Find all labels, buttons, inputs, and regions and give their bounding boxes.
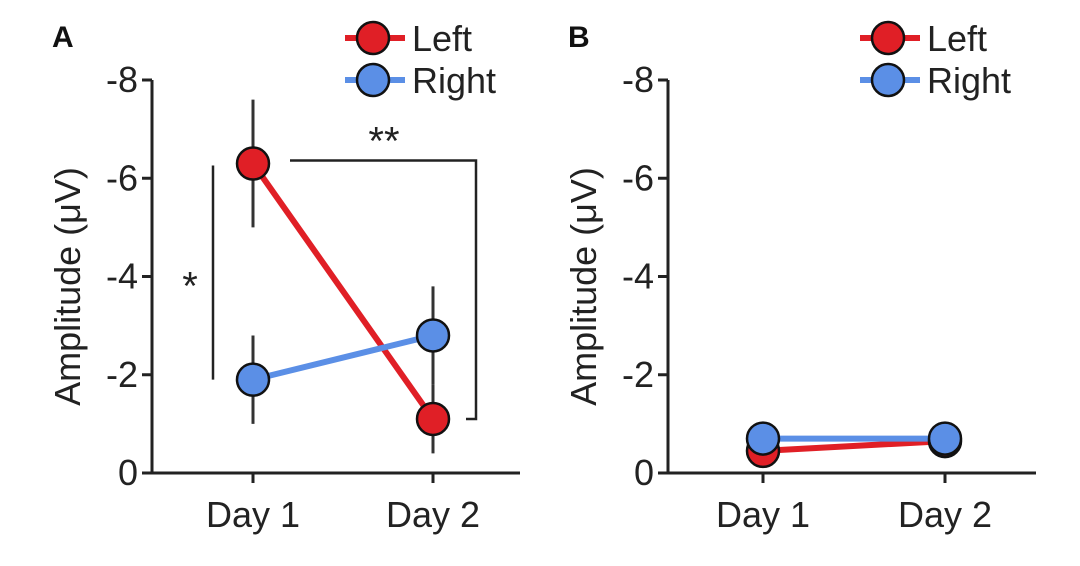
y-tick-label: 0 xyxy=(118,452,138,493)
legend-marker-left xyxy=(355,20,391,56)
data-point-right xyxy=(927,421,963,456)
y-tick-label: -2 xyxy=(622,354,654,395)
panel-letter: B xyxy=(568,21,590,54)
legend-label: Left xyxy=(412,18,472,59)
y-axis-title: Amplitude (μV) xyxy=(563,167,604,406)
x-tick-label: Day 1 xyxy=(716,494,810,535)
data-point-left xyxy=(235,146,271,181)
x-tick-label: Day 1 xyxy=(206,494,300,535)
y-tick-label: -4 xyxy=(622,256,654,297)
panel-letter: A xyxy=(52,21,74,54)
legend-label: Left xyxy=(927,18,987,59)
legend-label: Right xyxy=(927,60,1011,101)
x-tick-label: Day 2 xyxy=(898,494,992,535)
y-tick-label: -8 xyxy=(622,59,654,100)
y-tick-label: -2 xyxy=(106,354,138,395)
y-tick-label: -6 xyxy=(622,157,654,198)
y-axis-title: Amplitude (μV) xyxy=(47,167,88,406)
significance-marker: ** xyxy=(368,120,399,164)
legend-marker-right xyxy=(870,62,906,98)
data-point-right xyxy=(415,318,451,353)
data-point-left xyxy=(415,401,451,437)
chart-panel-b: B 0 -2 -4 -6 -8 Day 1 Day 2 Amplitude (μV) LeftRi… xyxy=(563,18,1036,535)
series-line-left xyxy=(250,161,436,421)
legend-marker-left xyxy=(870,20,906,56)
y-tick-label: -6 xyxy=(106,157,138,198)
legend-label: Right xyxy=(412,60,496,101)
data-point-right xyxy=(235,362,271,397)
y-tick-label: -8 xyxy=(106,59,138,100)
y-tick-label: 0 xyxy=(634,452,654,493)
significance-marker: * xyxy=(182,265,198,309)
data-point-right xyxy=(745,421,781,456)
significance-bracket xyxy=(290,159,478,421)
series-line-right xyxy=(252,332,434,383)
y-tick-label: -4 xyxy=(106,256,138,297)
x-tick-label: Day 2 xyxy=(386,494,480,535)
legend-marker-right xyxy=(355,62,391,98)
series-line-left xyxy=(762,438,946,454)
